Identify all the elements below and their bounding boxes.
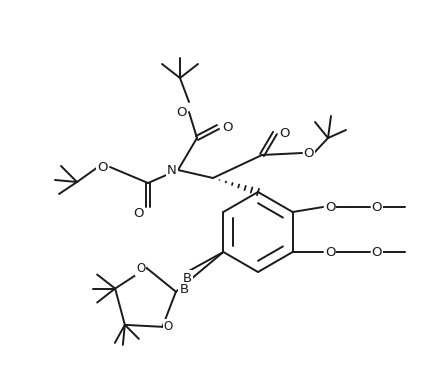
Text: O: O [325, 200, 335, 214]
Text: B: B [182, 272, 192, 285]
Text: B: B [179, 283, 189, 296]
Text: O: O [325, 245, 335, 258]
Text: O: O [372, 200, 382, 214]
Text: O: O [222, 120, 232, 134]
Text: O: O [133, 206, 143, 220]
Text: O: O [304, 147, 314, 159]
Text: O: O [176, 105, 186, 119]
Text: N: N [167, 163, 177, 177]
Text: O: O [136, 261, 145, 275]
Text: O: O [372, 245, 382, 258]
Text: O: O [164, 321, 173, 333]
Text: O: O [279, 126, 289, 140]
Text: O: O [97, 160, 107, 174]
